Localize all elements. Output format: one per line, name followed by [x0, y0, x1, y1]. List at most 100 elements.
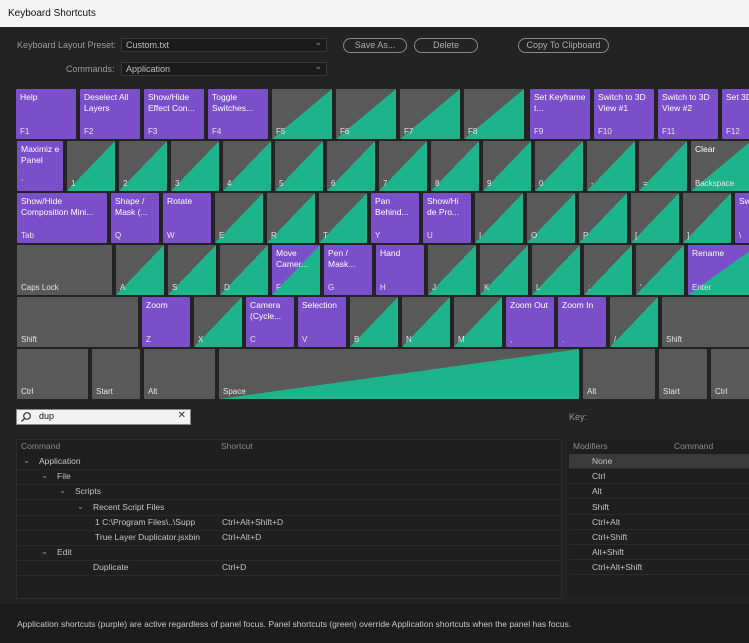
key[interactable]: Show/Hi de Pro... U [423, 193, 471, 243]
key-name: ; [588, 283, 591, 292]
key[interactable]: Hand H [376, 245, 424, 295]
key[interactable]: E [215, 193, 263, 243]
key[interactable]: Start [659, 349, 707, 399]
key[interactable]: Rename Enter [688, 245, 749, 295]
key[interactable]: 4 [223, 141, 271, 191]
key[interactable]: Zoom Z [142, 297, 190, 347]
search-box[interactable]: dup ✕ [16, 409, 191, 425]
key[interactable]: Switch to 3D View #2 F11 [658, 89, 718, 139]
key[interactable]: Set 3D Vi F12 [722, 89, 749, 139]
preset-dropdown[interactable]: Custom.txt [121, 36, 327, 52]
key[interactable]: Deselect All Layers F2 [80, 89, 140, 139]
tree-row[interactable]: 1 C:\Program Files\..\Supp Ctrl+Alt+Shift… [17, 515, 560, 531]
key[interactable]: Alt [144, 349, 215, 399]
key[interactable]: M [454, 297, 502, 347]
key[interactable]: Move Camer... F [272, 245, 320, 295]
key[interactable]: Ctrl [17, 349, 88, 399]
key[interactable]: K [480, 245, 528, 295]
key[interactable]: 9 [483, 141, 531, 191]
delete-button[interactable]: Delete [414, 38, 478, 53]
key-name: D [224, 283, 230, 292]
tree-row[interactable]: ⌄ Application [17, 454, 560, 470]
key[interactable]: Caps Lock [17, 245, 112, 295]
commands-dropdown[interactable]: Application [121, 60, 327, 76]
key[interactable]: 1 [67, 141, 115, 191]
key[interactable]: Zoom Out, [506, 297, 554, 347]
key[interactable]: / [610, 297, 658, 347]
key[interactable]: 8 [431, 141, 479, 191]
key[interactable]: Shift [662, 297, 749, 347]
modifier-row[interactable]: Alt+Shift [569, 545, 749, 561]
modifier-row[interactable]: Ctrl+Alt [569, 515, 749, 530]
key[interactable]: A [116, 245, 164, 295]
copy-button[interactable]: Copy To Clipboard [518, 38, 609, 53]
key[interactable]: Alt [583, 349, 655, 399]
modifier-row[interactable]: Shift [569, 500, 749, 515]
key[interactable]: O [527, 193, 575, 243]
key[interactable]: Pen / Mask... G [324, 245, 372, 295]
key[interactable]: Show/Hide Effect Con... F3 [144, 89, 204, 139]
key[interactable]: F8 [464, 89, 524, 139]
key[interactable]: 2 [119, 141, 167, 191]
key[interactable]: 0 [535, 141, 583, 191]
key[interactable]: I [475, 193, 523, 243]
key[interactable]: Switch to 3D View #1 F10 [594, 89, 654, 139]
key[interactable]: = [639, 141, 687, 191]
key[interactable]: Ctrl [711, 349, 749, 399]
key[interactable]: 5 [275, 141, 323, 191]
save-as-button[interactable]: Save As... [343, 38, 407, 53]
key[interactable]: ' [636, 245, 684, 295]
key[interactable]: Rotate W [163, 193, 211, 243]
key[interactable]: Pan Behind... Y [371, 193, 419, 243]
key[interactable]: Show/Hide Composition Mini... Tab [17, 193, 107, 243]
key[interactable]: R [267, 193, 315, 243]
key[interactable]: S [168, 245, 216, 295]
key[interactable]: F6 [336, 89, 396, 139]
key-name: N [406, 335, 412, 344]
clear-search[interactable]: ✕ [177, 410, 186, 421]
key[interactable]: ; [584, 245, 632, 295]
key[interactable]: L [532, 245, 580, 295]
key[interactable]: Clear Backspace [691, 141, 749, 191]
modifier-row[interactable]: None [569, 454, 749, 469]
tree-row[interactable]: ⌄ Edit [17, 545, 560, 562]
key[interactable]: F7 [400, 89, 460, 139]
key[interactable]: Maximiz e Panel ` [17, 141, 63, 191]
key[interactable]: Selection V [298, 297, 346, 347]
key[interactable]: F5 [272, 89, 332, 139]
key[interactable]: Help F1 [16, 89, 76, 139]
key[interactable]: Camera (Cycle... C [246, 297, 294, 347]
key[interactable]: Shift [17, 297, 138, 347]
key[interactable]: 7 [379, 141, 427, 191]
key[interactable]: Sw Be \ [735, 193, 749, 243]
key[interactable]: Space [219, 349, 579, 399]
tree-row[interactable]: ⌄ File [17, 469, 560, 486]
key[interactable]: Set Keyframe t... F9 [530, 89, 590, 139]
key-name: U [427, 231, 433, 240]
key[interactable]: P [579, 193, 627, 243]
key[interactable]: Zoom In. [558, 297, 606, 347]
key[interactable]: 3 [171, 141, 219, 191]
key[interactable]: - [587, 141, 635, 191]
modifier-row[interactable]: Ctrl [569, 469, 749, 485]
tree-row[interactable]: ⌄ Scripts [17, 484, 560, 501]
key[interactable]: ] [683, 193, 731, 243]
key[interactable]: J [428, 245, 476, 295]
modifier-row[interactable]: Ctrl+Alt+Shift [569, 560, 749, 576]
key[interactable]: B [350, 297, 398, 347]
tree-row[interactable]: Duplicate Ctrl+D [17, 560, 560, 577]
modifier-row[interactable]: Ctrl+Shift [569, 530, 749, 545]
key[interactable]: Toggle Switches... F4 [208, 89, 268, 139]
key[interactable]: Start [92, 349, 140, 399]
key-command: Show/Hide Effect Con... [148, 92, 195, 113]
tree-row[interactable]: True Layer Duplicator.jsxbin Ctrl+Alt+D [17, 530, 560, 546]
tree-row[interactable]: ⌄ Recent Script Files [17, 500, 560, 516]
key[interactable]: X [194, 297, 242, 347]
key[interactable]: 6 [327, 141, 375, 191]
modifier-row[interactable]: Alt [569, 484, 749, 500]
key[interactable]: N [402, 297, 450, 347]
key[interactable]: D [220, 245, 268, 295]
key[interactable]: Shape / Mask (... Q [111, 193, 159, 243]
key[interactable]: T [319, 193, 367, 243]
key[interactable]: [ [631, 193, 679, 243]
